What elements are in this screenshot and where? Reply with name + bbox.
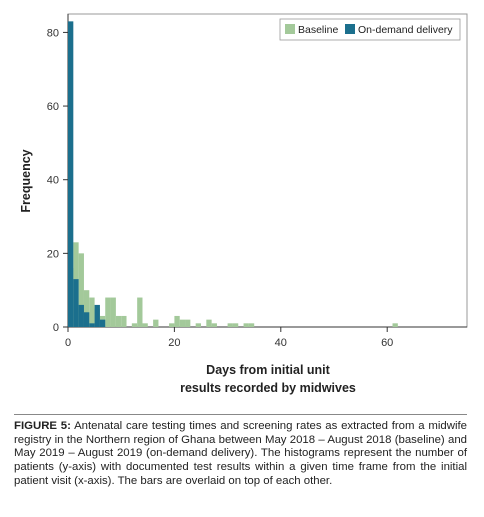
legend: Baseline On-demand delivery [280, 19, 460, 40]
bar-baseline-day-22 [185, 320, 190, 327]
y-axis-title: Frequency [19, 149, 33, 212]
legend-swatch-on-demand-delivery [345, 24, 355, 34]
x-tick-label-60: 60 [381, 337, 393, 349]
x-axis-title-line2: results recorded by midwives [180, 381, 356, 395]
figure-caption: FIGURE 5: Antenatal care testing times a… [14, 414, 467, 489]
bar-baseline-day-34 [249, 323, 254, 327]
bars-baseline [68, 242, 398, 327]
bar-on-demand-delivery-day-5 [95, 305, 100, 327]
legend-swatch-baseline [285, 24, 295, 34]
y-tick-label-60: 60 [47, 101, 59, 113]
bar-baseline-day-24 [196, 323, 201, 327]
bar-baseline-day-33 [244, 323, 249, 327]
bar-on-demand-delivery-day-6 [100, 320, 105, 327]
bar-baseline-day-21 [180, 320, 185, 327]
bar-baseline-day-31 [233, 323, 238, 327]
bar-baseline-day-19 [169, 323, 174, 327]
bar-baseline-day-12 [132, 323, 137, 327]
bar-baseline-day-10 [121, 316, 126, 327]
bar-baseline-day-16 [153, 320, 158, 327]
legend-label-baseline: Baseline [298, 24, 338, 36]
y-tick-label-0: 0 [53, 322, 59, 334]
bar-on-demand-delivery-day-2 [79, 305, 84, 327]
y-ticks: 0 20 40 60 80 [47, 27, 68, 334]
histogram-chart: 0 20 40 60 0 20 40 60 80 Frequency Days from in… [0, 0, 484, 410]
x-tick-label-0: 0 [65, 337, 71, 349]
bar-on-demand-delivery-day-0 [68, 21, 73, 327]
bar-baseline-day-61 [393, 323, 398, 327]
bar-baseline-day-30 [228, 323, 233, 327]
x-tick-label-20: 20 [168, 337, 180, 349]
bar-baseline-day-8 [111, 298, 116, 327]
y-tick-label-40: 40 [47, 175, 59, 187]
x-axis-title-line1: Days from initial unit [206, 363, 330, 377]
bar-baseline-day-13 [137, 298, 142, 327]
bar-on-demand-delivery-day-3 [84, 312, 89, 327]
bar-baseline-day-26 [206, 320, 211, 327]
bar-baseline-day-4 [89, 298, 94, 327]
bar-on-demand-delivery-day-1 [73, 279, 78, 327]
bar-baseline-day-27 [212, 323, 217, 327]
bar-baseline-day-7 [105, 298, 110, 327]
x-ticks: 0 20 40 60 [65, 327, 393, 349]
plot-frame [68, 14, 467, 327]
legend-label-on-demand-delivery: On-demand delivery [358, 24, 453, 36]
caption-text: Antenatal care testing times and screeni… [14, 420, 467, 487]
bar-baseline-day-20 [174, 316, 179, 327]
bars-on-demand-delivery [68, 21, 105, 327]
bar-baseline-day-14 [142, 323, 147, 327]
bar-baseline-day-9 [116, 316, 121, 327]
caption-label: FIGURE 5: [14, 420, 71, 432]
y-tick-label-80: 80 [47, 27, 59, 39]
bar-on-demand-delivery-day-4 [89, 323, 94, 327]
x-tick-label-40: 40 [275, 337, 287, 349]
y-tick-label-20: 20 [47, 248, 59, 260]
